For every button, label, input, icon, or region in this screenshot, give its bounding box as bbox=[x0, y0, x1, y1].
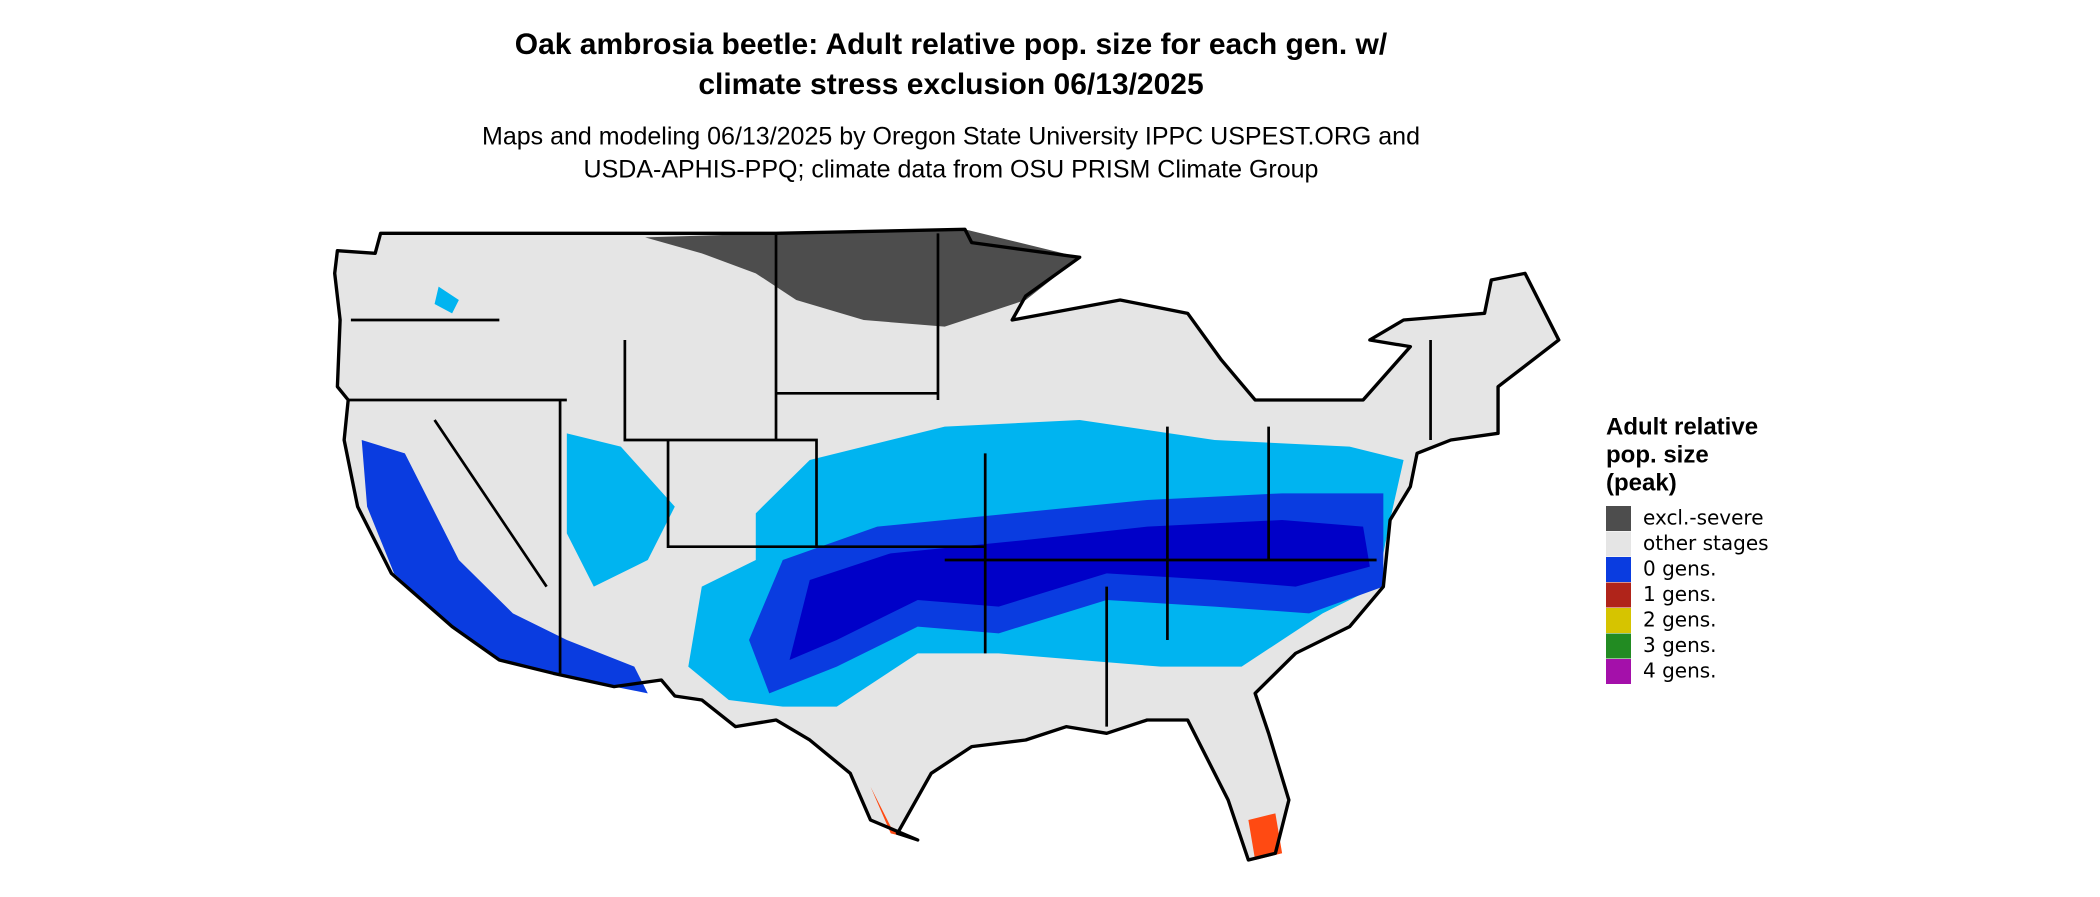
legend-label: 4 gens. bbox=[1643, 659, 1717, 683]
legend-label: 0 gens. bbox=[1643, 557, 1717, 581]
legend-swatch bbox=[1606, 582, 1631, 608]
legend-label: 3 gens. bbox=[1643, 633, 1717, 657]
orange-region bbox=[870, 786, 1283, 860]
west-light-blue bbox=[434, 286, 675, 587]
legend-swatch bbox=[1606, 633, 1631, 659]
subtitle-line: Maps and modeling 06/13/2025 by Oregon S… bbox=[482, 123, 1420, 151]
legend-label: excl.-severe bbox=[1643, 506, 1764, 530]
us-outline bbox=[333, 227, 1561, 862]
us-map bbox=[333, 227, 1561, 862]
west-blue-region bbox=[361, 439, 648, 694]
subtitle-line: USDA-APHIS-PPQ; climate data from OSU PR… bbox=[584, 156, 1319, 184]
legend-swatch bbox=[1606, 659, 1631, 684]
legend-label: 1 gens. bbox=[1643, 582, 1717, 606]
legend-swatch bbox=[1606, 531, 1631, 557]
state-borders bbox=[348, 233, 1432, 727]
dark-blue-region bbox=[789, 519, 1370, 660]
legend: Adult relative pop. size (peak) excl.-se… bbox=[1606, 413, 1769, 684]
legend-title: pop. size bbox=[1606, 441, 1709, 468]
legend-swatch bbox=[1606, 506, 1631, 531]
legend-title: (peak) bbox=[1606, 469, 1677, 496]
title-line: climate stress exclusion 06/13/2025 bbox=[698, 68, 1203, 101]
legend-label: other stages bbox=[1643, 531, 1769, 555]
legend-label: 2 gens. bbox=[1643, 608, 1717, 632]
excluded-region bbox=[645, 229, 1080, 327]
legend-swatch bbox=[1606, 557, 1631, 582]
title-line: Oak ambrosia beetle: Adult relative pop.… bbox=[515, 28, 1388, 61]
legend-swatch bbox=[1606, 608, 1631, 633]
legend-title: Adult relative bbox=[1606, 413, 1758, 440]
